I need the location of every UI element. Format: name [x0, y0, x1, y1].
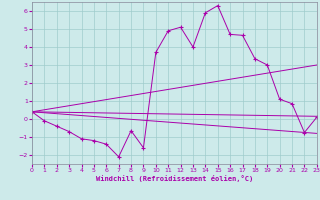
X-axis label: Windchill (Refroidissement éolien,°C): Windchill (Refroidissement éolien,°C): [96, 175, 253, 182]
